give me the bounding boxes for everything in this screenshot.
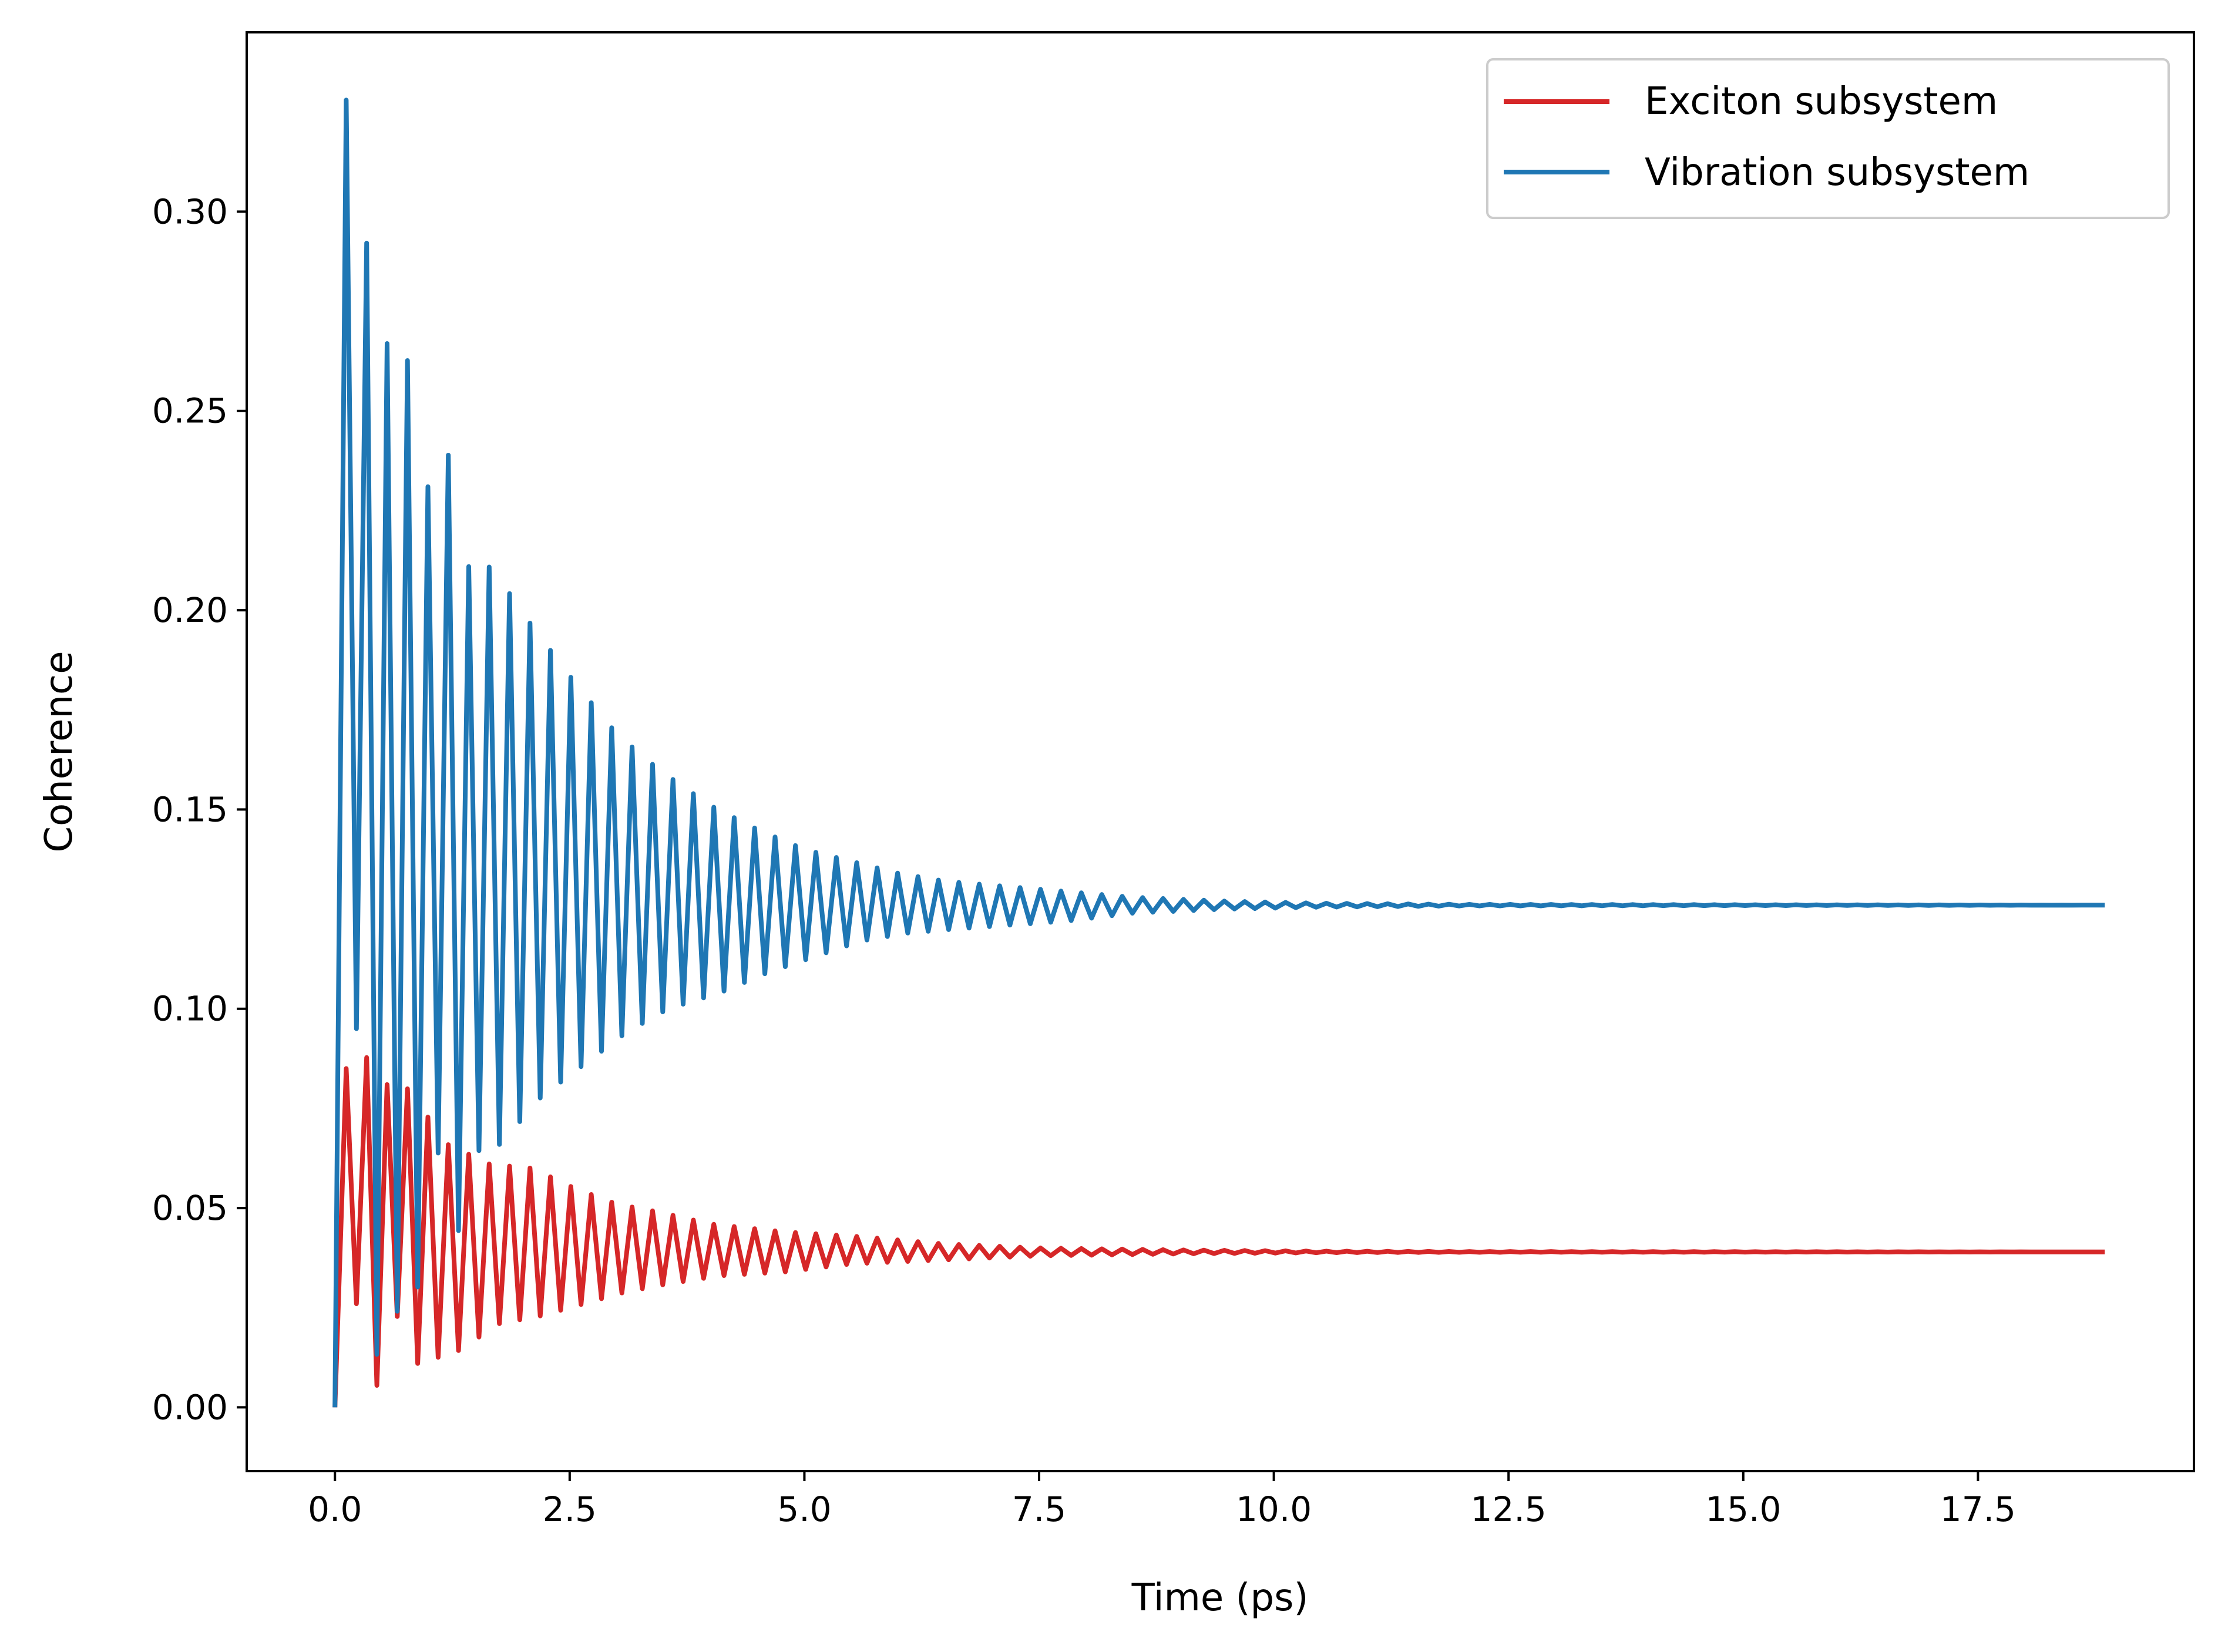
y-axis-label: Coherence [38, 651, 81, 852]
legend: Exciton subsystem Vibration subsystem [1486, 58, 2170, 219]
plot-lines [332, 97, 2105, 1408]
y-tick-label: 0.15 [152, 789, 228, 829]
legend-box [1486, 58, 2170, 219]
x-tick-label: 0.0 [308, 1489, 362, 1529]
y-tick-label: 0.05 [152, 1188, 228, 1228]
y-tick-label: 0.10 [152, 989, 228, 1029]
y-tick-label: 0.00 [152, 1387, 228, 1427]
x-tick-label: 15.0 [1705, 1489, 1781, 1529]
y-axis-ticks: 0.00 0.05 0.10 0.15 0.20 0.25 0.30 [152, 191, 247, 1427]
x-axis-ticks: 0.0 2.5 5.0 7.5 10.0 12.5 15.0 17.5 [308, 1471, 2016, 1529]
x-axis-label: Time (ps) [1131, 1576, 1309, 1620]
x-tick-label: 7.5 [1012, 1489, 1066, 1529]
legend-label-exciton: Exciton subsystem [1645, 80, 1998, 123]
plot-frame [246, 31, 2195, 1472]
x-tick-label: 12.5 [1471, 1489, 1547, 1529]
y-tick-label: 0.20 [152, 590, 228, 630]
legend-label-vibration: Vibration subsystem [1645, 151, 2029, 194]
exciton-series-line [332, 1055, 2105, 1408]
x-tick-label: 5.0 [777, 1489, 831, 1529]
y-tick-label: 0.30 [152, 191, 228, 231]
x-tick-label: 2.5 [543, 1489, 597, 1529]
x-tick-label: 10.0 [1236, 1489, 1312, 1529]
x-tick-label: 17.5 [1940, 1489, 2016, 1529]
vibration-series-line [332, 97, 2105, 1408]
y-tick-label: 0.25 [152, 391, 228, 431]
